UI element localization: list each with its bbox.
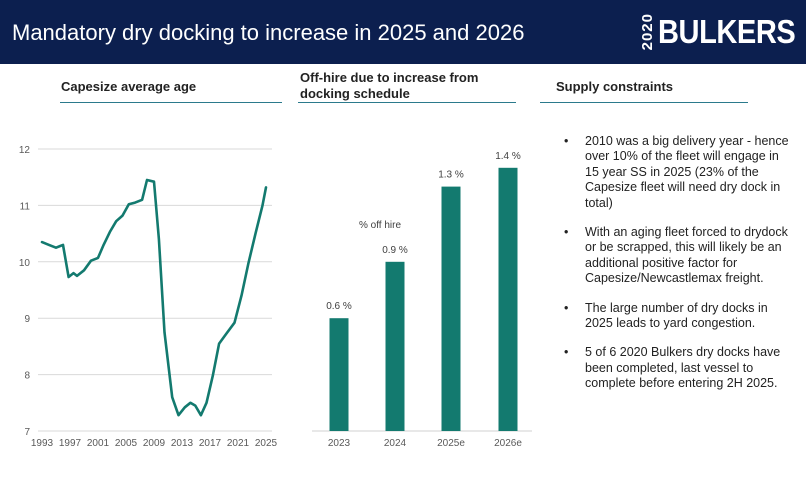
age-section-heading: Capesize average age	[61, 79, 197, 94]
y-tick-label: 7	[24, 427, 30, 438]
bar-value-label: 0.9 %	[382, 245, 408, 256]
x-tick-label: 1997	[59, 438, 82, 449]
x-tick-label: 2025	[255, 438, 278, 449]
offhire-bar	[441, 186, 461, 431]
x-tick-label: 1993	[31, 438, 54, 449]
header-banner: Mandatory dry docking to increase in 202…	[0, 0, 806, 64]
offhire-bar	[329, 318, 349, 431]
supply-bullet-item: 2010 was a big delivery year - hence ove…	[562, 134, 792, 211]
bar-category-label: 2026e	[494, 438, 522, 449]
x-tick-label: 2001	[87, 438, 110, 449]
bar-value-label: 0.6 %	[326, 301, 352, 312]
page-title: Mandatory dry docking to increase in 202…	[12, 20, 525, 45]
bar-value-label: 1.4 %	[495, 151, 521, 162]
age-heading-rule	[60, 102, 282, 103]
x-tick-label: 2013	[171, 438, 194, 449]
offhire-bar	[498, 167, 518, 432]
supply-bullet-item: With an aging fleet forced to drydock or…	[562, 225, 792, 287]
offhire-heading-rule	[298, 102, 516, 103]
supply-section-heading: Supply constraints	[556, 79, 674, 94]
offhire-annotation: % off hire	[359, 220, 401, 231]
supply-heading-rule	[540, 102, 748, 103]
bar-category-label: 2025e	[437, 438, 465, 449]
company-logo: 2020 BULKERS	[639, 6, 798, 58]
x-tick-label: 2021	[227, 438, 250, 449]
y-tick-label: 10	[19, 258, 31, 269]
x-tick-label: 2005	[115, 438, 138, 449]
x-tick-label: 2017	[199, 438, 222, 449]
y-tick-label: 12	[19, 145, 31, 156]
supply-bullet-item: 5 of 6 2020 Bulkers dry docks have been …	[562, 345, 792, 391]
bar-category-label: 2023	[328, 438, 351, 449]
bar-value-label: 1.3 %	[438, 170, 464, 181]
y-tick-label: 9	[24, 314, 30, 325]
y-tick-label: 11	[20, 201, 31, 212]
supply-bullet-list: 2010 was a big delivery year - hence ove…	[562, 134, 792, 406]
offhire-bar	[385, 261, 405, 431]
capesize-age-line	[40, 178, 268, 417]
logo-name: BULKERS	[657, 13, 796, 50]
y-tick-label: 8	[24, 371, 30, 382]
supply-bullet-item: The large number of dry docks in 2025 le…	[562, 301, 792, 332]
offhire-section-heading: Off-hire due to increase from docking sc…	[300, 70, 479, 101]
x-tick-label: 2009	[143, 438, 166, 449]
bar-category-label: 2024	[384, 438, 407, 449]
